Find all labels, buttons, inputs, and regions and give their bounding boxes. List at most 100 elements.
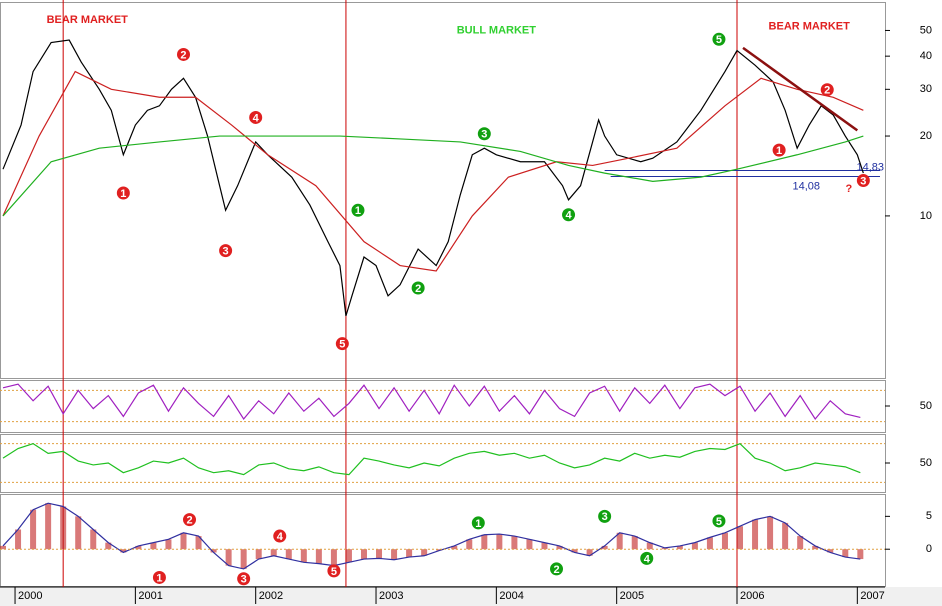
x-tick-label: 2005 bbox=[620, 590, 644, 602]
histogram-bar bbox=[676, 545, 683, 550]
wave-label: 5 bbox=[339, 339, 345, 351]
histogram-bar bbox=[90, 529, 97, 550]
wave-marker bbox=[249, 110, 263, 124]
series-line bbox=[2, 39, 864, 317]
histogram-bar bbox=[782, 522, 789, 550]
wave-marker bbox=[712, 32, 726, 46]
histogram-bar bbox=[421, 549, 428, 556]
wave-label: 3 bbox=[223, 246, 229, 258]
histogram-bar bbox=[451, 545, 458, 550]
wave-label: 1 bbox=[475, 518, 481, 530]
wave-label: 2 bbox=[186, 515, 192, 527]
histogram-bar bbox=[360, 549, 367, 560]
histogram-bar bbox=[797, 536, 804, 550]
histogram-bar bbox=[60, 506, 67, 550]
histogram-bar bbox=[661, 547, 668, 550]
histogram-bar bbox=[857, 549, 864, 560]
wave-label: 4 bbox=[644, 553, 651, 565]
histogram-bar bbox=[315, 549, 322, 564]
histogram-bar bbox=[646, 542, 653, 550]
wave-marker bbox=[116, 186, 130, 200]
series-line bbox=[2, 70, 864, 272]
annotation: BULL MARKET bbox=[457, 24, 537, 36]
wave-label: 3 bbox=[860, 175, 866, 187]
histogram-bar bbox=[270, 549, 277, 556]
x-tick-label: 2001 bbox=[138, 590, 162, 602]
series-line bbox=[2, 502, 861, 570]
wave-label: 4 bbox=[277, 531, 284, 543]
histogram-bar bbox=[0, 545, 7, 550]
x-tick-label: 2004 bbox=[499, 590, 523, 602]
histogram-bar bbox=[45, 503, 52, 550]
histogram-bar bbox=[406, 549, 413, 558]
wave-marker bbox=[273, 529, 287, 543]
wave-label: 3 bbox=[602, 511, 608, 523]
histogram-bar bbox=[586, 549, 593, 556]
x-axis-band bbox=[0, 587, 942, 606]
histogram-bar bbox=[300, 549, 307, 563]
wave-label: 4 bbox=[253, 112, 260, 124]
histogram-bar bbox=[150, 542, 157, 550]
y-tick-label: 0 bbox=[926, 543, 932, 555]
wave-marker bbox=[712, 514, 726, 528]
annotation: BEAR MARKET bbox=[47, 14, 129, 26]
series-line bbox=[2, 442, 861, 476]
histogram-bar bbox=[631, 536, 638, 550]
wave-label: 4 bbox=[565, 210, 572, 222]
x-tick-label: 2000 bbox=[18, 590, 42, 602]
panel-frame bbox=[0, 2, 886, 379]
histogram-bar bbox=[571, 549, 578, 553]
histogram-bar bbox=[105, 542, 112, 550]
wave-label: 5 bbox=[716, 516, 722, 528]
wave-marker bbox=[471, 516, 485, 530]
series-line bbox=[2, 135, 864, 217]
x-tick-label: 2002 bbox=[259, 590, 283, 602]
wave-label: 3 bbox=[241, 574, 247, 586]
histogram-bar bbox=[526, 539, 533, 550]
wave-marker bbox=[550, 562, 564, 576]
histogram-bar bbox=[255, 549, 262, 560]
y-tick-label: 40 bbox=[920, 50, 932, 62]
histogram-bar bbox=[165, 539, 172, 550]
y-tick-label: 50 bbox=[920, 400, 932, 412]
histogram-bar bbox=[706, 537, 713, 550]
wave-label: 3 bbox=[481, 129, 487, 141]
histogram-bar bbox=[15, 529, 22, 550]
trendline bbox=[742, 46, 859, 132]
annotation: ? bbox=[846, 183, 853, 195]
y-tick-label: 50 bbox=[920, 24, 932, 36]
wave-label: 1 bbox=[156, 572, 162, 584]
histogram-bar bbox=[737, 526, 744, 550]
histogram-bar bbox=[120, 549, 127, 553]
histogram-bar bbox=[330, 549, 337, 566]
histogram-bar bbox=[376, 549, 383, 559]
histogram-bar bbox=[601, 545, 608, 550]
histogram-bar bbox=[511, 536, 518, 550]
wave-label: 2 bbox=[180, 49, 186, 61]
histogram-bar bbox=[225, 549, 232, 566]
y-tick-label: 30 bbox=[920, 83, 932, 95]
histogram-bar bbox=[210, 549, 217, 553]
y-tick-label: 10 bbox=[920, 210, 932, 222]
histogram-bar bbox=[391, 549, 398, 560]
histogram-bar bbox=[827, 549, 834, 553]
wave-label: 1 bbox=[120, 188, 126, 200]
wave-marker bbox=[219, 244, 233, 258]
wave-label: 1 bbox=[776, 145, 782, 157]
wave-marker bbox=[820, 83, 834, 97]
wave-marker bbox=[856, 173, 870, 187]
histogram-bar bbox=[135, 545, 142, 550]
wave-marker bbox=[183, 513, 197, 527]
wave-marker bbox=[152, 570, 166, 584]
wave-marker bbox=[327, 564, 341, 578]
histogram-bar bbox=[767, 516, 774, 550]
wave-marker bbox=[772, 143, 786, 157]
wave-marker bbox=[351, 203, 365, 217]
wave-label: 5 bbox=[716, 34, 722, 46]
histogram-bar bbox=[436, 549, 443, 551]
wave-marker bbox=[335, 337, 349, 351]
histogram-bar bbox=[30, 509, 37, 550]
histogram-bar bbox=[75, 516, 82, 550]
y-tick-label: 5 bbox=[926, 510, 932, 522]
wave-marker bbox=[640, 551, 654, 565]
